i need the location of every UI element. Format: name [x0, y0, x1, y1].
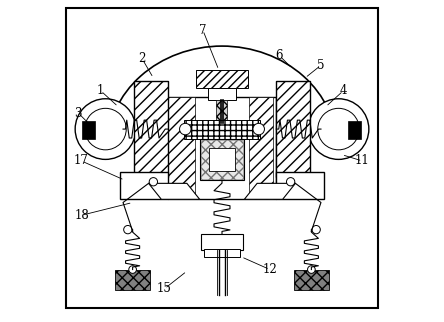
Text: 12: 12 [262, 263, 277, 276]
FancyBboxPatch shape [249, 97, 273, 199]
FancyBboxPatch shape [201, 234, 243, 251]
Circle shape [286, 178, 295, 186]
Circle shape [308, 99, 369, 159]
Circle shape [149, 178, 158, 186]
Circle shape [75, 99, 136, 159]
FancyBboxPatch shape [209, 148, 235, 171]
FancyBboxPatch shape [134, 81, 168, 177]
Circle shape [129, 266, 136, 273]
FancyBboxPatch shape [208, 88, 236, 100]
Text: 6: 6 [276, 49, 283, 62]
FancyBboxPatch shape [276, 81, 310, 177]
Text: 18: 18 [74, 209, 89, 222]
Circle shape [124, 225, 132, 234]
FancyBboxPatch shape [115, 270, 150, 290]
FancyBboxPatch shape [184, 119, 260, 139]
FancyBboxPatch shape [82, 121, 95, 139]
FancyBboxPatch shape [294, 270, 329, 290]
FancyBboxPatch shape [120, 172, 168, 199]
FancyBboxPatch shape [200, 139, 244, 180]
Circle shape [308, 266, 315, 273]
Text: 7: 7 [199, 24, 206, 37]
FancyBboxPatch shape [168, 97, 195, 199]
Text: 1: 1 [97, 84, 104, 97]
Text: 2: 2 [139, 52, 146, 65]
Text: 3: 3 [75, 107, 82, 119]
Text: 17: 17 [74, 155, 89, 167]
Polygon shape [149, 183, 200, 199]
Text: 5: 5 [317, 59, 325, 72]
Circle shape [312, 225, 320, 234]
FancyBboxPatch shape [196, 70, 248, 88]
Circle shape [253, 123, 265, 135]
Text: 4: 4 [340, 84, 347, 97]
Text: 11: 11 [355, 155, 370, 167]
Circle shape [318, 108, 359, 150]
FancyBboxPatch shape [168, 97, 276, 199]
FancyBboxPatch shape [201, 140, 243, 179]
FancyBboxPatch shape [204, 249, 240, 257]
Text: 15: 15 [157, 282, 172, 295]
FancyBboxPatch shape [348, 121, 361, 139]
Polygon shape [244, 183, 295, 199]
Circle shape [85, 108, 126, 150]
FancyBboxPatch shape [276, 172, 324, 199]
Circle shape [179, 123, 191, 135]
FancyBboxPatch shape [216, 100, 227, 123]
